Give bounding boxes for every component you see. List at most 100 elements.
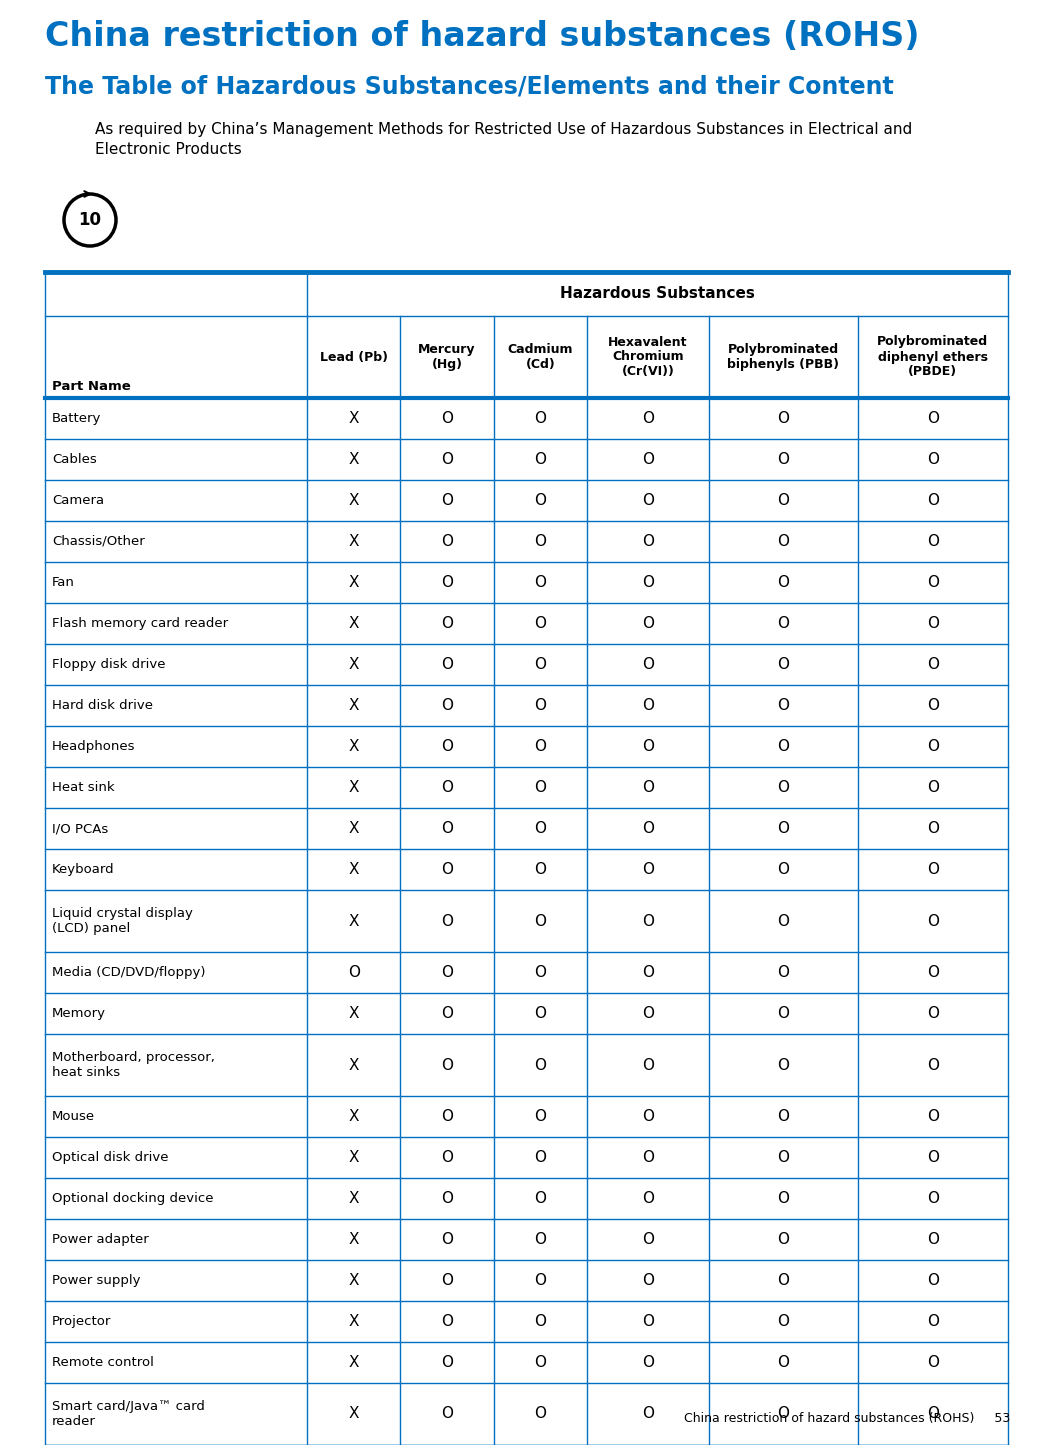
Text: As required by China’s Management Methods for Restricted Use of Hazardous Substa: As required by China’s Management Method…: [95, 121, 912, 158]
Text: O: O: [642, 1273, 654, 1287]
Text: Motherboard, processor,
heat sinks: Motherboard, processor, heat sinks: [51, 1051, 214, 1079]
Text: O: O: [642, 821, 654, 837]
Text: O: O: [642, 780, 654, 795]
Text: Hexavalent
Chromium
(Cr(VI)): Hexavalent Chromium (Cr(VI)): [609, 335, 687, 379]
Text: O: O: [441, 1108, 453, 1124]
Text: O: O: [927, 1150, 939, 1165]
Text: Liquid crystal display
(LCD) panel: Liquid crystal display (LCD) panel: [51, 907, 193, 935]
Text: O: O: [535, 1006, 547, 1022]
Text: O: O: [777, 913, 789, 929]
Text: O: O: [927, 1314, 939, 1329]
Text: O: O: [642, 965, 654, 980]
Text: O: O: [642, 1006, 654, 1022]
Text: O: O: [927, 1273, 939, 1287]
Text: The Table of Hazardous Substances/Elements and their Content: The Table of Hazardous Substances/Elemen…: [45, 75, 893, 100]
Text: O: O: [535, 698, 547, 712]
Text: O: O: [535, 738, 547, 754]
Text: O: O: [777, 1406, 789, 1422]
Text: X: X: [348, 1191, 358, 1207]
Text: O: O: [535, 821, 547, 837]
Text: O: O: [441, 738, 453, 754]
Text: Flash memory card reader: Flash memory card reader: [51, 617, 228, 630]
Text: O: O: [441, 1233, 453, 1247]
Text: O: O: [642, 657, 654, 672]
Text: O: O: [535, 616, 547, 631]
Text: Projector: Projector: [51, 1315, 111, 1328]
Text: O: O: [441, 1355, 453, 1370]
Text: O: O: [642, 1355, 654, 1370]
Text: O: O: [535, 863, 547, 877]
Text: O: O: [642, 452, 654, 467]
Text: O: O: [441, 1314, 453, 1329]
Text: O: O: [927, 1406, 939, 1422]
Text: O: O: [927, 493, 939, 509]
Text: O: O: [927, 1355, 939, 1370]
Text: O: O: [642, 493, 654, 509]
Text: O: O: [777, 616, 789, 631]
Text: X: X: [348, 1273, 358, 1287]
Text: O: O: [642, 863, 654, 877]
Text: X: X: [348, 780, 358, 795]
Text: Mercury
(Hg): Mercury (Hg): [418, 342, 476, 371]
Text: O: O: [777, 863, 789, 877]
Text: X: X: [348, 1006, 358, 1022]
Text: Floppy disk drive: Floppy disk drive: [51, 657, 165, 670]
Text: O: O: [927, 657, 939, 672]
Text: O: O: [441, 821, 453, 837]
Text: Hazardous Substances: Hazardous Substances: [560, 286, 755, 302]
Text: Heat sink: Heat sink: [51, 780, 115, 793]
Text: O: O: [927, 821, 939, 837]
Text: I/O PCAs: I/O PCAs: [51, 822, 108, 835]
Text: X: X: [348, 1233, 358, 1247]
Text: O: O: [927, 738, 939, 754]
Text: O: O: [777, 1058, 789, 1072]
Text: Remote control: Remote control: [51, 1355, 153, 1368]
Text: O: O: [441, 1058, 453, 1072]
Text: O: O: [927, 863, 939, 877]
Text: O: O: [441, 493, 453, 509]
Text: O: O: [535, 1191, 547, 1207]
Text: O: O: [642, 1314, 654, 1329]
Text: O: O: [927, 1191, 939, 1207]
Text: Hard disk drive: Hard disk drive: [51, 699, 153, 712]
Text: O: O: [777, 1233, 789, 1247]
Text: Keyboard: Keyboard: [51, 863, 115, 876]
Text: O: O: [777, 698, 789, 712]
Text: O: O: [441, 616, 453, 631]
Text: O: O: [927, 410, 939, 426]
Text: 10: 10: [79, 211, 102, 228]
Text: O: O: [642, 1150, 654, 1165]
Text: Memory: Memory: [51, 1007, 106, 1020]
Text: O: O: [777, 1150, 789, 1165]
Text: X: X: [348, 657, 358, 672]
Text: O: O: [777, 1191, 789, 1207]
Text: X: X: [348, 1314, 358, 1329]
Text: Part Name: Part Name: [51, 380, 130, 393]
Text: O: O: [642, 575, 654, 590]
Text: O: O: [441, 1406, 453, 1422]
Text: O: O: [927, 913, 939, 929]
Text: O: O: [441, 657, 453, 672]
Text: X: X: [348, 738, 358, 754]
Text: O: O: [927, 575, 939, 590]
Text: O: O: [535, 535, 547, 549]
Text: O: O: [535, 1108, 547, 1124]
Text: O: O: [535, 1233, 547, 1247]
Text: O: O: [535, 657, 547, 672]
Text: Headphones: Headphones: [51, 740, 136, 753]
Text: O: O: [642, 698, 654, 712]
Text: X: X: [348, 913, 358, 929]
Text: O: O: [535, 1150, 547, 1165]
Text: X: X: [348, 1150, 358, 1165]
Text: X: X: [348, 452, 358, 467]
Text: O: O: [777, 1314, 789, 1329]
Text: O: O: [348, 965, 359, 980]
Text: Fan: Fan: [51, 577, 75, 590]
Text: O: O: [441, 1150, 453, 1165]
Text: O: O: [642, 1191, 654, 1207]
Text: O: O: [642, 616, 654, 631]
Text: Optional docking device: Optional docking device: [51, 1192, 213, 1205]
Text: X: X: [348, 863, 358, 877]
Text: Power supply: Power supply: [51, 1274, 141, 1287]
Text: O: O: [927, 616, 939, 631]
